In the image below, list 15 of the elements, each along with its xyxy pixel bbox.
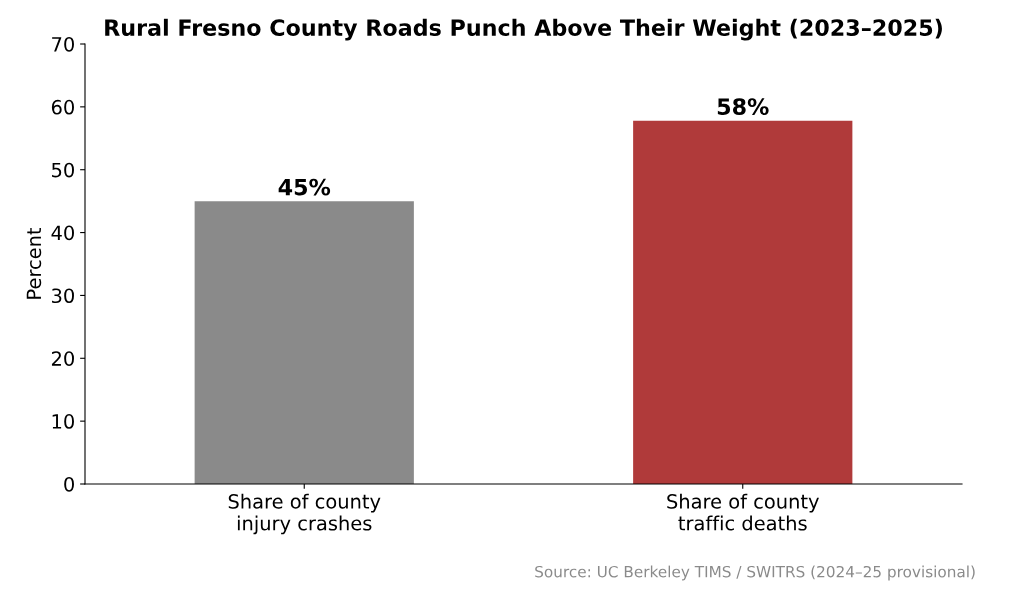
y-tick-label: 70: [52, 36, 74, 52]
y-tick-label: 20: [51, 351, 74, 366]
y-tick-label: 30: [52, 288, 74, 304]
x-tick-label: Share of county injury crashes: [228, 493, 381, 535]
source-note: Source: UC Berkeley TIMS / SWITRS (2024–25 provisional): [535, 565, 975, 581]
y-axis-title: Percent: [26, 227, 42, 299]
data-label: 45%: [278, 178, 331, 196]
x-tick-label: Share of county traffic deaths: [667, 493, 819, 531]
y-tick-label: 10: [52, 414, 74, 429]
y-tick-label: 60: [51, 99, 74, 115]
y-tick-label: 50: [52, 162, 74, 178]
y-tick-label: 40: [51, 225, 74, 241]
data-label: 58%: [717, 98, 769, 115]
y-tick-label: 0: [64, 476, 74, 492]
chart-title: Rural Fresno County Roads Punch Above Their Weight (2023–2025): [105, 18, 942, 41]
